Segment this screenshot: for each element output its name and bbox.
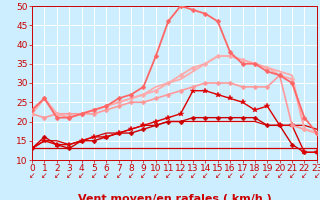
Text: Vent moyen/en rafales ( km/h ): Vent moyen/en rafales ( km/h )	[77, 194, 271, 200]
Text: ↙: ↙	[128, 171, 134, 180]
Text: ↙: ↙	[66, 171, 72, 180]
Text: ↙: ↙	[202, 171, 209, 180]
Text: ↙: ↙	[153, 171, 159, 180]
Text: ↙: ↙	[41, 171, 48, 180]
Text: ↙: ↙	[276, 171, 283, 180]
Text: ↙: ↙	[29, 171, 35, 180]
Text: ↙: ↙	[53, 171, 60, 180]
Text: ↙: ↙	[264, 171, 270, 180]
Text: ↙: ↙	[214, 171, 221, 180]
Text: ↙: ↙	[252, 171, 258, 180]
Text: ↙: ↙	[177, 171, 184, 180]
Text: ↙: ↙	[103, 171, 109, 180]
Text: ↙: ↙	[140, 171, 147, 180]
Text: ↙: ↙	[227, 171, 233, 180]
Text: ↙: ↙	[314, 171, 320, 180]
Text: ↙: ↙	[91, 171, 97, 180]
Text: ↙: ↙	[289, 171, 295, 180]
Text: ↙: ↙	[165, 171, 172, 180]
Text: ↙: ↙	[78, 171, 85, 180]
Text: ↙: ↙	[239, 171, 246, 180]
Text: ↙: ↙	[190, 171, 196, 180]
Text: ↙: ↙	[116, 171, 122, 180]
Text: ↙: ↙	[301, 171, 308, 180]
